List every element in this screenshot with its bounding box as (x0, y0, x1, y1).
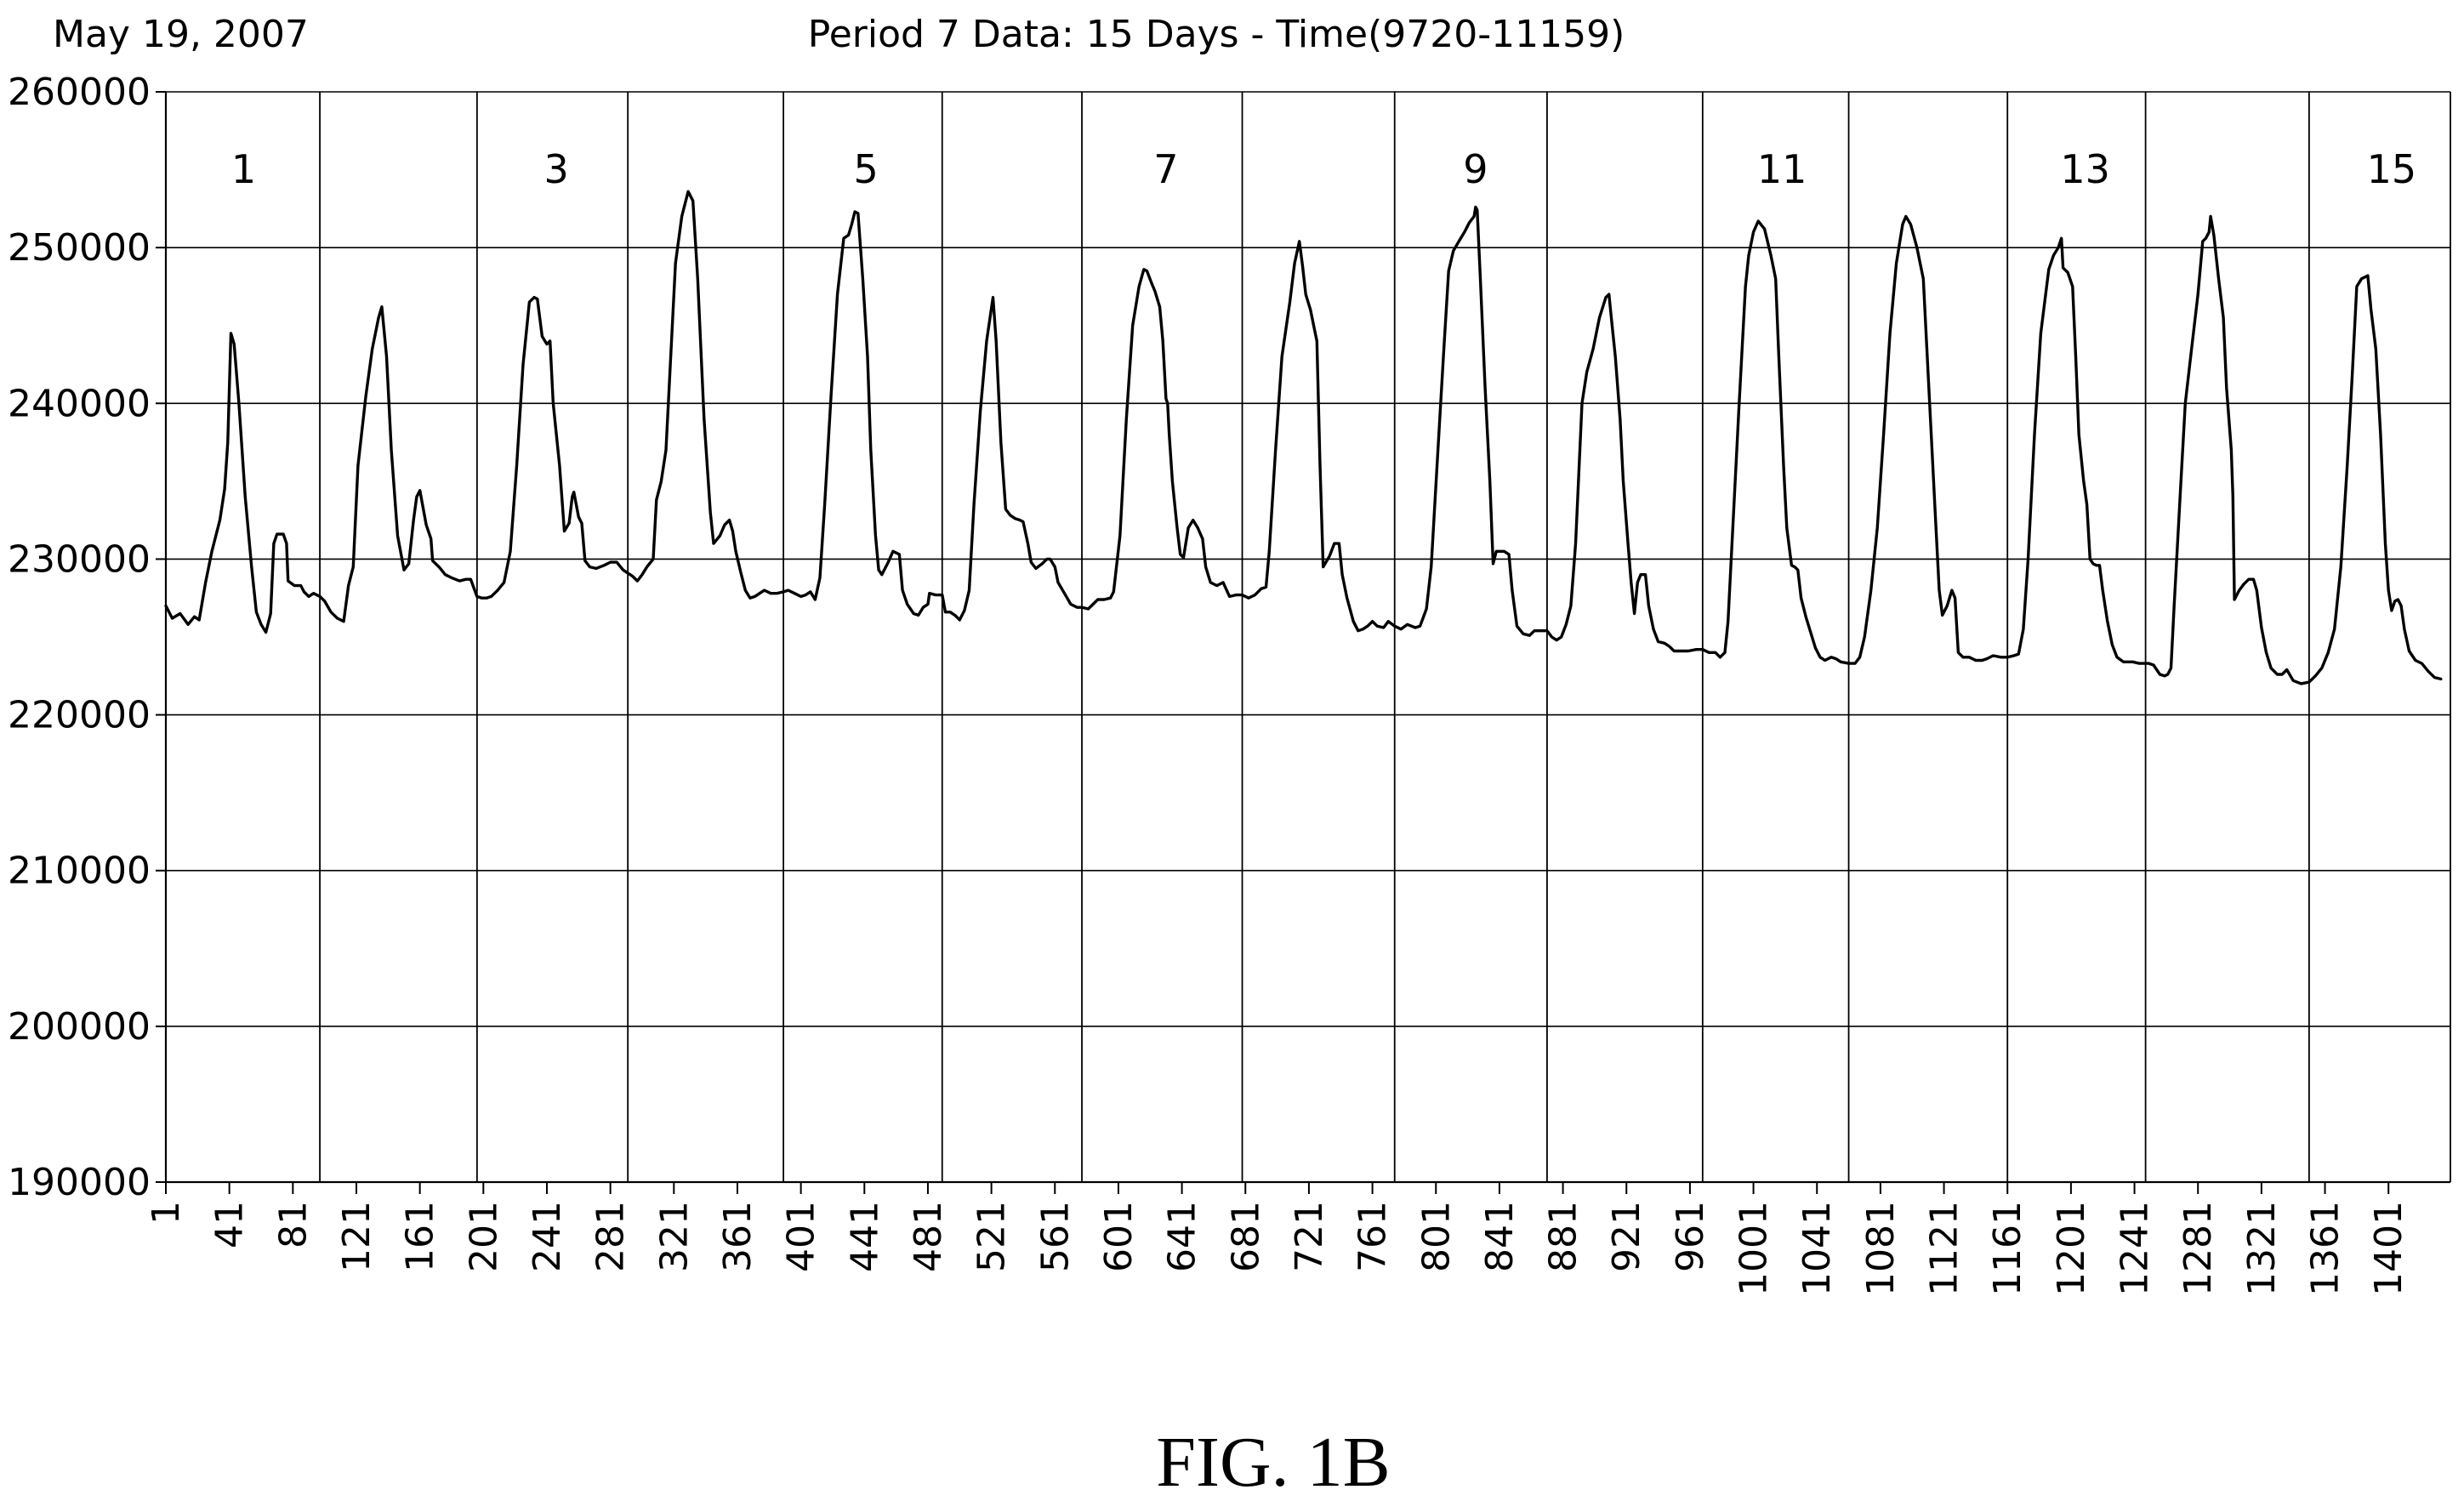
y-tick-label: 190000 (8, 1161, 151, 1204)
day-label: 1 (231, 146, 256, 192)
y-tick-label: 210000 (8, 850, 151, 893)
day-labels: 1 3 5 7 9 11 13 15 (231, 146, 2416, 192)
x-tick-label: 1 (145, 1201, 188, 1225)
y-tick-label: 220000 (8, 694, 151, 737)
x-tick-label: 1281 (2177, 1201, 2220, 1296)
x-tick-label: 881 (1542, 1201, 1585, 1272)
day-label: 9 (1463, 146, 1488, 192)
x-tick-label: 761 (1352, 1201, 1395, 1272)
x-tick-labels: 1 41 81 121 161 201 241 281 321 361 401 441 481 521 56… (145, 1201, 2410, 1296)
x-tick-label: 521 (970, 1201, 1014, 1272)
day-separators (319, 92, 2451, 1182)
x-tick-label: 801 (1414, 1201, 1458, 1272)
x-tick-label: 841 (1478, 1201, 1522, 1272)
x-tick-label: 961 (1669, 1201, 1712, 1272)
x-tick-label: 161 (399, 1201, 442, 1272)
x-tick-label: 1041 (1795, 1201, 1839, 1296)
x-tick-label: 1401 (2367, 1201, 2410, 1296)
x-tick-label: 441 (843, 1201, 886, 1272)
day-label: 5 (854, 146, 879, 192)
y-tick-labels: 190000 200000 210000 220000 230000 240000 2500… (8, 71, 151, 1204)
x-tick-label: 1081 (1859, 1201, 1903, 1296)
x-tick-label: 1241 (2114, 1201, 2157, 1296)
series-line (164, 190, 2443, 685)
series-line-group (164, 190, 2443, 685)
day-label: 15 (2367, 146, 2417, 192)
x-tick-label: 1201 (2050, 1201, 2093, 1296)
day-label: 13 (2060, 146, 2110, 192)
x-tick-label: 1161 (1986, 1201, 2029, 1296)
day-label: 11 (1757, 146, 1807, 192)
x-tick-label: 481 (907, 1201, 950, 1272)
y-tick-label: 260000 (8, 71, 151, 114)
x-tick-label: 1361 (2304, 1201, 2347, 1296)
x-tick-label: 1121 (1923, 1201, 1966, 1296)
x-tick-label: 361 (716, 1201, 760, 1272)
day-label: 3 (544, 146, 569, 192)
y-tick-label: 200000 (8, 1005, 151, 1049)
chart-date: May 19, 2007 (53, 13, 309, 56)
y-tick-label: 240000 (8, 382, 151, 425)
axes (156, 91, 2450, 1194)
chart-title: Period 7 Data: 15 Days - Time(9720-11159… (808, 13, 1625, 56)
x-tick-label: 201 (462, 1201, 505, 1272)
x-tick-label: 241 (526, 1201, 569, 1272)
x-tick-label: 721 (1288, 1201, 1331, 1272)
x-tick-label: 1321 (2240, 1201, 2284, 1296)
x-tick-label: 41 (208, 1201, 252, 1248)
y-tick-label: 230000 (8, 537, 151, 581)
x-tick-label: 1001 (1733, 1201, 1776, 1296)
x-tick-label: 81 (271, 1201, 315, 1248)
x-tick-label: 561 (1033, 1201, 1077, 1272)
x-tick-label: 121 (335, 1201, 378, 1272)
x-tick-label: 681 (1224, 1201, 1267, 1272)
x-tick-label: 321 (652, 1201, 696, 1272)
x-tick-label: 281 (589, 1201, 633, 1272)
day-label: 7 (1153, 146, 1178, 192)
y-tick-label: 250000 (8, 226, 151, 270)
x-tick-label: 401 (780, 1201, 823, 1272)
figure-caption: FIG. 1B (1156, 1423, 1390, 1501)
x-tick-label: 601 (1097, 1201, 1141, 1272)
x-tick-label: 921 (1605, 1201, 1648, 1272)
horizontal-gridlines (166, 91, 2450, 1027)
x-tick-label: 641 (1161, 1201, 1204, 1272)
